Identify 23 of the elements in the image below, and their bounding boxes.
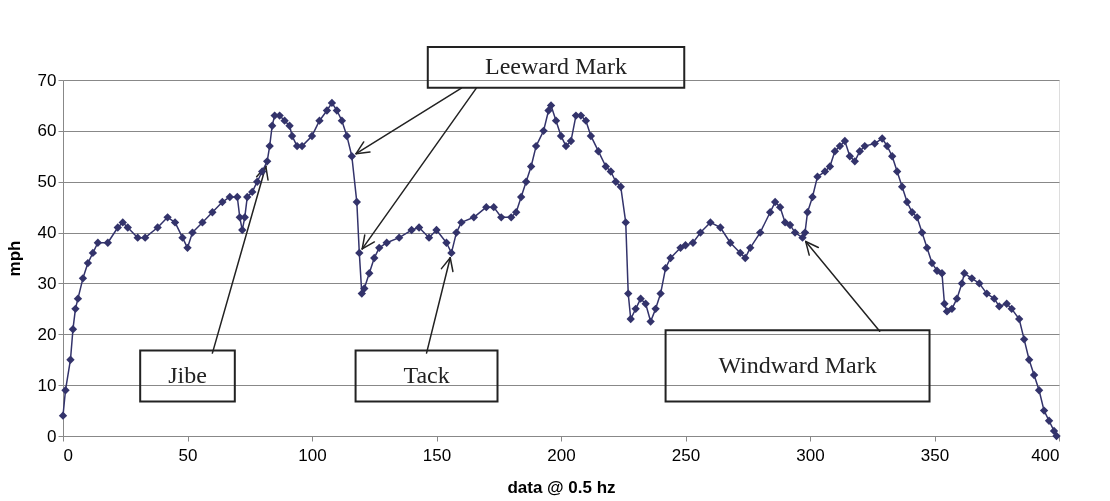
y-tick-label: 0	[47, 426, 57, 446]
y-tick-label: 50	[37, 172, 57, 192]
x-axis-title: data @ 0.5 hz	[507, 477, 616, 497]
y-tick-label: 20	[37, 324, 57, 344]
y-tick-label: 40	[37, 223, 57, 243]
annotation: Jibe	[168, 361, 207, 388]
y-tick-label: 70	[37, 70, 57, 90]
y-axis-title: mph	[4, 240, 24, 277]
x-tick-label: 250	[671, 445, 701, 465]
x-tick-label: 350	[920, 445, 950, 465]
x-tick-label: 100	[298, 445, 327, 465]
x-tick-label: 200	[547, 445, 576, 465]
y-tick-label: 60	[37, 121, 57, 141]
annotation: Windward Mark	[718, 351, 877, 378]
x-tick-label: 50	[178, 445, 198, 465]
y-tick-label: 30	[37, 273, 57, 293]
x-tick-label: 400	[1031, 445, 1060, 465]
x-tick-label: 0	[63, 445, 73, 465]
annotation: Tack	[403, 361, 450, 388]
x-tick-label: 150	[422, 445, 452, 465]
annotation: Leeward Mark	[485, 53, 627, 80]
y-tick-label: 10	[37, 375, 57, 395]
x-tick-label: 300	[796, 445, 825, 465]
